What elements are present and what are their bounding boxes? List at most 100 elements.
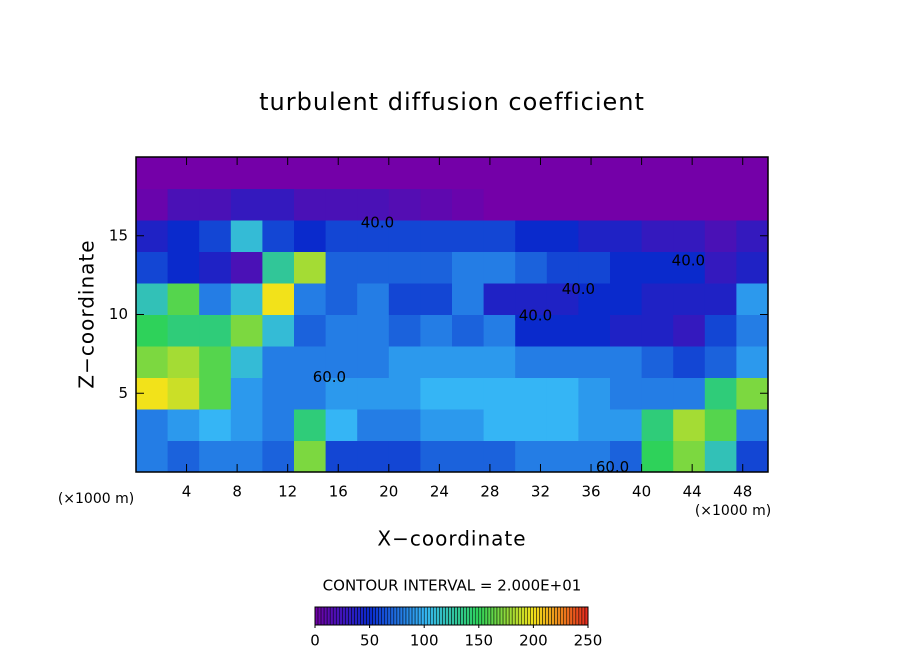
heat-cell bbox=[167, 251, 200, 284]
heat-cell bbox=[230, 409, 263, 441]
heat-cell bbox=[325, 314, 358, 347]
heat-cell bbox=[199, 283, 232, 315]
heat-cell bbox=[167, 157, 200, 189]
heat-cell bbox=[546, 157, 579, 189]
heat-cell bbox=[641, 188, 674, 221]
colorbar-swatch bbox=[372, 606, 376, 626]
heat-cell bbox=[199, 346, 232, 378]
heat-cell bbox=[167, 440, 200, 473]
heat-cell bbox=[167, 377, 200, 410]
heat-cell bbox=[262, 157, 295, 189]
colorbar-swatch bbox=[342, 606, 346, 626]
heat-cell bbox=[199, 314, 232, 347]
colorbar-swatch bbox=[487, 606, 492, 626]
colorbar-swatch bbox=[402, 606, 407, 626]
colorbar-swatch bbox=[517, 606, 522, 626]
heat-cell bbox=[704, 409, 737, 441]
colorbar-swatch bbox=[448, 606, 452, 626]
colorbar-swatch bbox=[381, 606, 386, 626]
x-axis-label: X−coordinate bbox=[377, 527, 526, 551]
heat-cell bbox=[230, 346, 263, 378]
heat-cell bbox=[357, 220, 390, 252]
colorbar-swatch bbox=[460, 606, 464, 626]
heat-cell bbox=[515, 283, 548, 315]
heat-cell bbox=[483, 251, 516, 284]
heat-cell bbox=[199, 251, 232, 284]
heat-cell bbox=[641, 409, 674, 441]
heat-cell bbox=[546, 314, 579, 347]
heat-cell bbox=[357, 440, 390, 473]
colorbar-tick-label: 0 bbox=[310, 632, 320, 650]
heat-cell bbox=[641, 157, 674, 189]
heat-cell bbox=[136, 440, 169, 473]
colorbar-tick-label: 150 bbox=[464, 632, 493, 650]
colorbar-swatch bbox=[426, 606, 431, 626]
heat-cell bbox=[199, 188, 232, 221]
x-tick-label: 16 bbox=[329, 483, 348, 501]
heat-cell bbox=[420, 188, 453, 221]
heat-cell bbox=[704, 157, 737, 189]
heat-cell bbox=[610, 157, 643, 189]
heat-cell bbox=[546, 377, 579, 410]
heat-cell bbox=[167, 188, 200, 221]
heat-cell bbox=[230, 251, 263, 284]
x-tick-label: 12 bbox=[278, 483, 297, 501]
x-unit-label: (×1000 m) bbox=[695, 503, 771, 519]
y-tick-label: 15 bbox=[109, 226, 128, 244]
heat-cell bbox=[578, 283, 611, 315]
heat-cell bbox=[420, 440, 453, 473]
colorbar-swatch bbox=[566, 606, 571, 626]
heat-cell bbox=[578, 377, 611, 410]
y-tick-label: 10 bbox=[109, 305, 128, 323]
colorbar-swatch bbox=[536, 606, 540, 626]
heat-cell bbox=[136, 188, 169, 221]
colorbar-swatch bbox=[375, 606, 379, 626]
heat-cell bbox=[420, 220, 453, 252]
heat-cell bbox=[704, 251, 737, 284]
heat-cell bbox=[357, 377, 390, 410]
chart-title: turbulent diffusion coefficient bbox=[259, 88, 645, 116]
heat-cell bbox=[515, 157, 548, 189]
heat-cell bbox=[704, 220, 737, 252]
heat-cell bbox=[357, 157, 390, 189]
heat-cell bbox=[388, 220, 421, 252]
heat-cell bbox=[641, 314, 674, 347]
colorbar-swatch bbox=[335, 606, 340, 626]
heat-cell bbox=[515, 409, 548, 441]
heat-cell bbox=[325, 346, 358, 378]
heat-cell bbox=[452, 157, 485, 189]
colorbar-swatch bbox=[399, 606, 404, 626]
heat-cell bbox=[673, 314, 706, 347]
heat-cell bbox=[230, 283, 263, 315]
heat-cell bbox=[388, 283, 421, 315]
colorbar-swatch bbox=[390, 606, 395, 626]
x-tick-label: 44 bbox=[683, 483, 702, 501]
heat-cell bbox=[420, 157, 453, 189]
heat-cell bbox=[483, 188, 516, 221]
colorbar-swatch bbox=[320, 606, 325, 626]
heat-cell bbox=[136, 346, 169, 378]
x-tick-label: 40 bbox=[632, 483, 651, 501]
heat-cell bbox=[199, 220, 232, 252]
heat-cell bbox=[167, 220, 200, 252]
heat-cell bbox=[483, 377, 516, 410]
heat-cell bbox=[136, 314, 169, 347]
heat-cell bbox=[673, 157, 706, 189]
heat-cell bbox=[294, 220, 327, 252]
heat-cell bbox=[136, 251, 169, 284]
heat-cell bbox=[483, 409, 516, 441]
heat-cell bbox=[388, 377, 421, 410]
colorbar-swatch bbox=[569, 606, 574, 626]
heat-cell bbox=[357, 346, 390, 378]
colorbar-swatch bbox=[439, 606, 443, 626]
colorbar-swatch bbox=[354, 606, 358, 626]
heat-cell bbox=[515, 251, 548, 284]
colorbar-swatch bbox=[378, 606, 382, 626]
colorbar-swatch bbox=[508, 606, 513, 626]
heat-cell bbox=[483, 346, 516, 378]
heat-cell bbox=[578, 188, 611, 221]
heat-cell bbox=[452, 346, 485, 378]
colorbar-swatch bbox=[414, 606, 419, 626]
colorbar-swatch bbox=[524, 606, 528, 626]
heat-cell bbox=[641, 377, 674, 410]
